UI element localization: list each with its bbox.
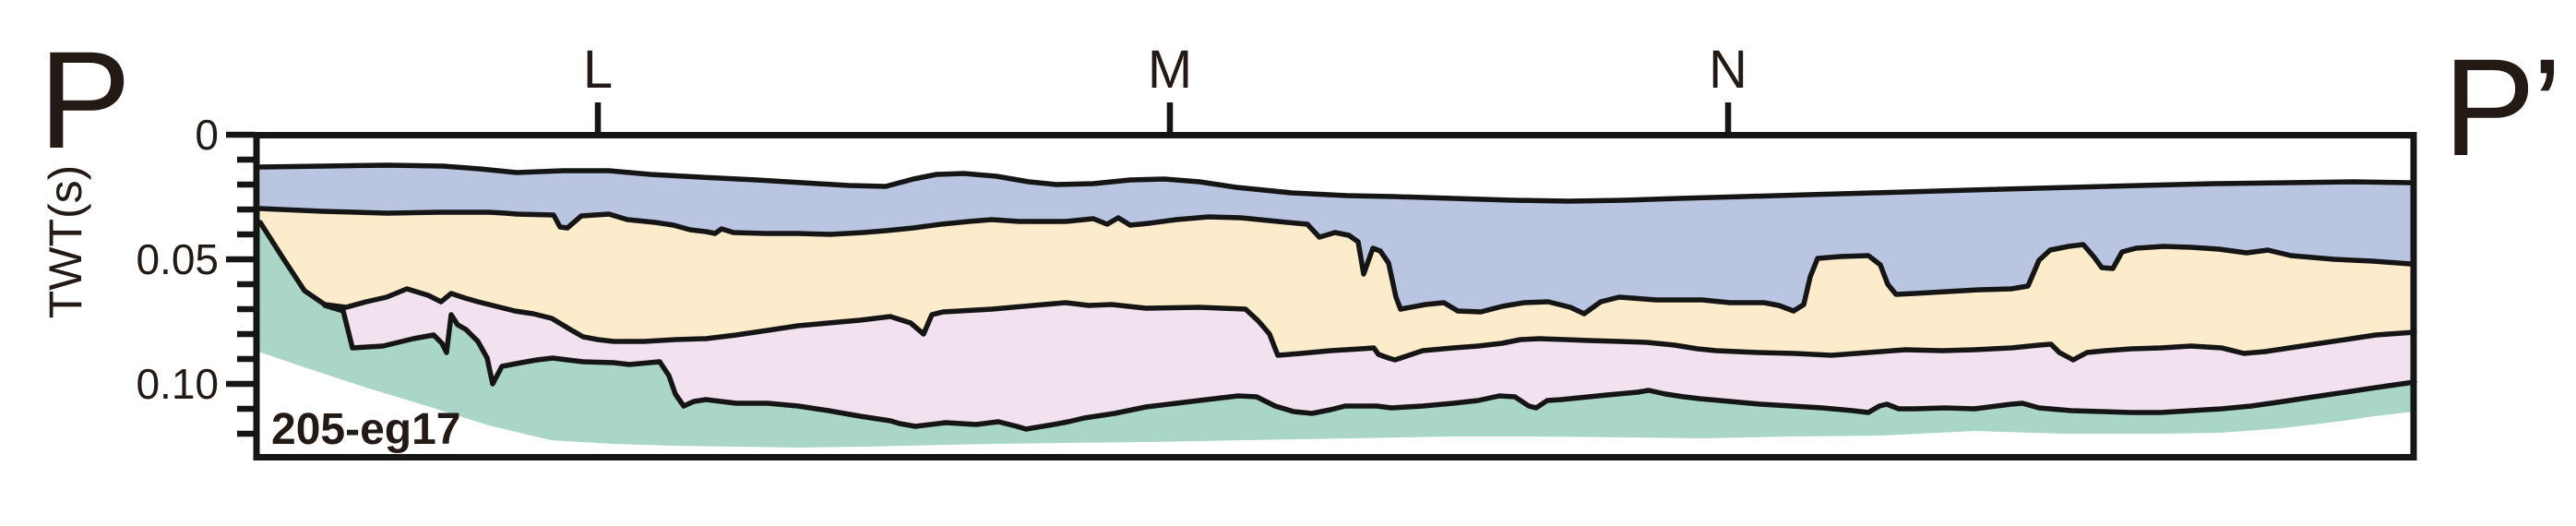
axis-ticks xyxy=(226,102,1732,437)
y-tick-label-010: 0.10 xyxy=(136,360,219,408)
layer-fill-unit-1-blue xyxy=(260,165,2411,314)
layer-fill-unit-2-cream xyxy=(260,209,2415,360)
section-id-label: 205-eg17 xyxy=(271,405,460,454)
y-axis-title: TWT(s) xyxy=(40,165,91,319)
y-tick-label-005: 0.05 xyxy=(136,235,219,283)
layer-fill-unit-3-pink xyxy=(260,222,2415,429)
marker-label-n: N xyxy=(1709,40,1747,100)
layer-fill-unit-4-teal xyxy=(258,222,2415,448)
stratigraphic-layers xyxy=(257,162,2417,448)
horizon-line-1 xyxy=(257,162,2414,204)
horizon-line-2 xyxy=(257,206,2414,317)
profile-end-label: P’ xyxy=(2443,30,2558,185)
marker-label-l: L xyxy=(583,40,613,100)
horizon-line-4 xyxy=(322,303,2417,432)
marker-label-m: M xyxy=(1148,40,1192,100)
plot-frame xyxy=(253,132,2417,460)
y-tick-label-0: 0 xyxy=(195,111,219,159)
horizon-line-3 xyxy=(257,220,2417,363)
profile-start-label: P xyxy=(39,22,127,177)
